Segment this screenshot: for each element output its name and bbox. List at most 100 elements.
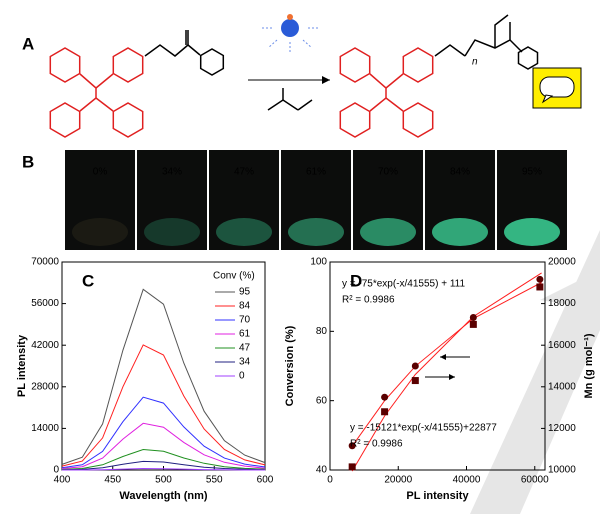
line [61,448,266,470]
y-tick-label: 56000 [31,298,59,309]
legend-label: 70 [239,315,251,326]
legend-label: 61 [239,329,251,340]
point [536,275,544,283]
arrowhead [449,374,455,380]
ring [199,48,225,76]
y-tick-label: 70000 [31,257,59,268]
x-tick-label: 500 [155,475,172,486]
point [348,442,356,450]
ring [112,102,144,138]
panel-label: D [350,271,362,290]
y2-tick-label: 20000 [548,257,576,268]
y-tick-label: 42000 [31,340,59,351]
x-tick-label: 600 [257,475,274,486]
legend-label: 84 [239,301,251,312]
sample-label: 70% [378,167,398,178]
x-axis-label: Wavelength (nm) [119,490,208,502]
x-tick-label: 40000 [453,475,481,486]
point [381,408,389,416]
ring [339,47,371,83]
glow [288,218,344,246]
sample-label: 61% [306,167,326,178]
y2-tick-label: 14000 [548,381,576,392]
point [536,283,544,291]
photo [137,150,207,250]
ring [49,47,81,83]
sample-label: 47% [234,167,254,178]
glow [72,218,128,246]
bond [464,39,511,57]
ring [517,46,539,70]
y-tick-label: 28000 [31,381,59,392]
line [61,288,266,465]
y2-tick-label: 10000 [548,465,576,476]
line [61,422,266,469]
bond [385,97,404,112]
y-tick-label: 14000 [31,423,59,434]
legend-label: 0 [239,371,245,382]
line [61,396,266,469]
point [411,362,419,370]
ring [49,102,81,138]
line [61,344,266,467]
photo [65,150,135,250]
ring [339,102,371,138]
x-tick-label: 450 [104,475,121,486]
bond [385,73,404,89]
point [469,320,477,328]
photos: 0% 34% 47% 61% 70% 84% 95% [65,150,567,250]
y2-tick-label: 16000 [548,340,576,351]
x-tick-label: 60000 [521,475,549,486]
x-tick-label: 550 [206,475,223,486]
sample-label: 0% [93,167,108,178]
y-tick-label: 100 [310,257,327,268]
line [61,460,266,471]
panel-label: A [22,34,34,53]
x-tick-label: 400 [54,475,71,486]
panel-label: B [22,152,34,171]
bond [95,97,114,112]
bond [494,14,509,48]
x-axis-label: PL intensity [406,490,469,502]
arrowhead [322,76,330,84]
bond [267,99,299,111]
y-tick-label: 80 [316,326,328,337]
bond [434,44,466,57]
ring [402,47,434,83]
annotation: y = -75*exp(-x/41555) + 111 [342,279,465,290]
bond [509,39,523,53]
plot-frame [61,261,266,471]
y2-axis-label: Mn (g mol⁻¹) [583,333,595,398]
arrowhead [440,354,446,360]
y-tick-label: 60 [316,395,328,406]
annotation: R² = 0.9986 [350,439,403,450]
glow [432,218,488,246]
plot-frame [329,261,546,471]
legend-label: 47 [239,343,251,354]
glow [360,218,416,246]
glow [144,218,200,246]
point [411,377,419,385]
legend-label: 95 [239,287,251,298]
bond [79,73,97,112]
y-axis-label: Conversion (%) [284,325,296,406]
photo [281,150,351,250]
glow [216,218,272,246]
x-tick-label: 0 [327,475,333,486]
point [348,463,356,471]
fit-line [351,272,542,472]
legend-label: 34 [239,357,251,368]
y-tick-label: 0 [53,465,59,476]
charts: 400 450 500 550 6000140002800042000560007000… [16,257,595,502]
bond [144,44,189,57]
bond [297,99,313,111]
legend-title: Conv (%) [213,271,255,282]
bond [369,73,387,112]
bond [95,73,114,89]
annotation: y = -15121*exp(-x/41555)+22877 [350,423,497,434]
annotation: R² = 0.9986 [342,295,395,306]
glow [504,218,560,246]
point [469,313,477,321]
scheme [49,14,539,138]
